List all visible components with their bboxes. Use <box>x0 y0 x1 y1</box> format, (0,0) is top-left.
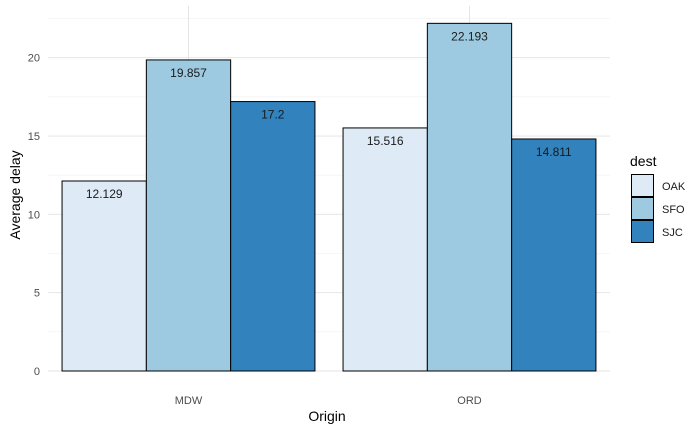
legend-label: SFO <box>662 204 685 216</box>
bar <box>426 22 513 372</box>
bar-value-label: 15.516 <box>367 134 404 148</box>
legend-label: SJC <box>662 227 683 239</box>
x-tick-label: ORD <box>457 395 482 407</box>
bar-value-label: 22.193 <box>451 29 488 43</box>
bar <box>230 101 316 372</box>
x-tick-labels: MDW ORD <box>175 395 482 407</box>
legend-label: OAK <box>662 181 686 193</box>
bar-value-label: 17.2 <box>261 108 285 122</box>
y-tick-label: 20 <box>28 53 40 65</box>
y-tick-labels: 0 5 10 15 20 <box>28 53 40 378</box>
y-tick-label: 0 <box>34 366 40 378</box>
bar <box>342 127 428 372</box>
bar <box>145 59 232 372</box>
legend-key <box>631 220 654 243</box>
bars: 12.129 19.857 17.2 15.516 22.193 14.811 <box>61 22 597 372</box>
bar-value-label: 19.857 <box>170 66 207 80</box>
bar <box>61 180 147 372</box>
x-axis-title: Origin <box>308 408 345 424</box>
x-tick-label: MDW <box>175 395 203 407</box>
legend-key <box>631 197 654 220</box>
bar-value-label: 12.129 <box>86 187 123 201</box>
legend: dest OAK SFO SJC <box>630 153 686 243</box>
legend-key <box>631 174 654 197</box>
bar-value-label: 14.811 <box>536 145 572 159</box>
y-tick-label: 5 <box>34 288 40 300</box>
y-tick-label: 10 <box>28 209 40 221</box>
y-tick-label: 15 <box>28 131 40 143</box>
y-axis-title: Average delay <box>7 150 23 239</box>
legend-title: dest <box>630 153 657 169</box>
bar <box>511 138 597 372</box>
